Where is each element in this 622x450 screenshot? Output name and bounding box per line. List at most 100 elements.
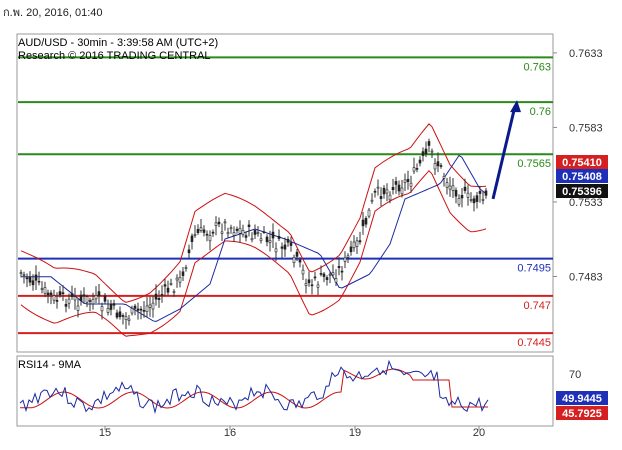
candle-body xyxy=(88,300,92,302)
chart-subtitle: Research © 2016 TRADING CENTRAL xyxy=(18,50,211,62)
candle-body xyxy=(331,272,335,276)
candle-body xyxy=(193,234,197,236)
candle-body xyxy=(376,186,380,189)
candle-body xyxy=(325,277,329,280)
candle-body xyxy=(91,299,95,305)
candle-body xyxy=(205,233,209,236)
candle-body xyxy=(253,230,257,235)
candle-body xyxy=(454,189,458,197)
candle-body xyxy=(400,187,404,195)
candle-body xyxy=(124,316,128,320)
candle-body xyxy=(37,280,41,283)
candle-body xyxy=(445,182,449,188)
candle-body xyxy=(466,192,470,198)
candle-body xyxy=(40,288,44,290)
candle-body xyxy=(187,249,191,254)
candle-body xyxy=(172,291,176,293)
candle-body xyxy=(196,229,200,233)
candle-body xyxy=(352,241,356,249)
candle-body xyxy=(34,274,38,281)
candle-body xyxy=(238,227,242,234)
candle-body xyxy=(178,276,182,283)
candle-body xyxy=(82,294,86,297)
candle-body xyxy=(106,308,110,313)
candle-body xyxy=(67,298,71,304)
candle-body xyxy=(118,311,122,318)
candle-body xyxy=(334,278,338,283)
candle-body xyxy=(226,232,230,235)
candle-body xyxy=(322,273,326,277)
candle-body xyxy=(184,267,188,269)
candle-body xyxy=(358,240,362,243)
level-label: 0.7565 xyxy=(517,158,551,170)
candle-body xyxy=(406,178,410,183)
candle-body xyxy=(163,284,167,287)
candle-body xyxy=(256,232,260,234)
candle-body xyxy=(370,199,374,202)
candle-body xyxy=(58,291,62,296)
y-tick-label: 0.7483 xyxy=(569,271,603,283)
candle-body xyxy=(373,190,377,193)
candle-body xyxy=(430,150,434,153)
level-label: 0.763 xyxy=(523,61,551,73)
candle-body xyxy=(70,293,74,297)
candle-body xyxy=(175,277,179,281)
candle-body xyxy=(64,303,68,307)
candle-body xyxy=(217,221,221,225)
candle-body xyxy=(43,287,47,294)
candle-body xyxy=(19,272,23,274)
level-label: 0.7495 xyxy=(517,263,551,275)
candle-body xyxy=(328,273,332,276)
candle-body xyxy=(265,236,269,243)
candle-body xyxy=(73,296,77,301)
price-tag-label: 0.75410 xyxy=(562,157,602,169)
candle-body xyxy=(379,196,383,200)
price-tag-label: 0.75396 xyxy=(562,186,602,198)
candle-body xyxy=(103,295,107,302)
candle-body xyxy=(439,165,443,167)
candle-body xyxy=(475,195,479,202)
main-panel xyxy=(16,33,554,353)
candle-body xyxy=(307,279,311,284)
candle-body xyxy=(280,246,284,249)
candle-body xyxy=(295,251,299,257)
candle-body xyxy=(448,185,452,190)
candle-body xyxy=(25,277,29,280)
candle-body xyxy=(433,163,437,170)
candle-body xyxy=(121,315,125,317)
candle-body xyxy=(208,235,212,242)
candle-body xyxy=(241,229,245,235)
candle-body xyxy=(181,271,185,276)
level-label: 0.76 xyxy=(530,106,551,118)
candle-body xyxy=(235,228,239,231)
candle-body xyxy=(250,238,254,241)
candle-body xyxy=(259,238,263,242)
candle-body xyxy=(160,294,164,296)
candle-body xyxy=(112,303,116,306)
rsi-tick-label: 70 xyxy=(569,369,581,381)
rsi-title: RSI14 - 9MA xyxy=(18,359,81,371)
candle-body xyxy=(388,194,392,201)
candle-body xyxy=(460,195,464,199)
candle-body xyxy=(457,198,461,205)
candle-body xyxy=(481,199,485,201)
forecast-arrow-head xyxy=(510,100,521,113)
candle-body xyxy=(367,209,371,217)
candle-body xyxy=(139,308,143,311)
candle-body xyxy=(472,198,476,204)
candle-body xyxy=(109,303,113,310)
candle-body xyxy=(157,298,161,300)
candle-body xyxy=(424,148,428,155)
candle-body xyxy=(421,151,425,156)
candle-body xyxy=(244,235,248,238)
candle-body xyxy=(115,312,119,318)
candle-body xyxy=(199,227,203,231)
candle-body xyxy=(232,232,236,236)
x-tick-label: 19 xyxy=(349,427,361,439)
candle-body xyxy=(382,187,386,195)
candle-body xyxy=(412,167,416,172)
price-tag xyxy=(556,155,608,169)
rsi-tag-label: 45.7925 xyxy=(562,408,602,420)
candle-body xyxy=(394,181,398,185)
